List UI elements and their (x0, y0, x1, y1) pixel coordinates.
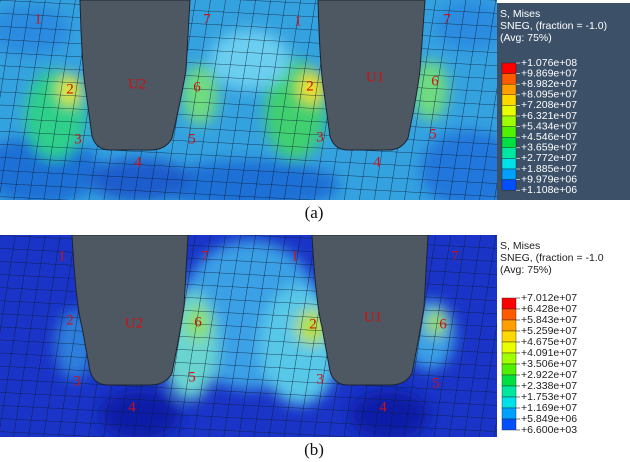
region-label: 4 (373, 154, 381, 170)
legend-value: +9.979e+06 (521, 173, 577, 185)
legend-swatch (501, 83, 517, 95)
region-label: 6 (193, 79, 201, 95)
legend-swatch (501, 297, 517, 310)
tooth (311, 235, 429, 386)
legend-box (497, 235, 630, 437)
region-label: 1 (291, 248, 299, 264)
region-label: 6 (439, 316, 447, 332)
legend-value: +6.321e+07 (521, 110, 577, 122)
tooth (71, 235, 189, 386)
legend-swatch (501, 126, 517, 138)
region-label: U1 (366, 69, 384, 85)
region-label: 4 (128, 399, 136, 415)
legend-value: +5.259e+07 (521, 325, 577, 337)
caption: (a) (305, 203, 324, 222)
region-label: U2 (128, 76, 146, 92)
region-label: 5 (188, 131, 196, 147)
region-label: 2 (306, 78, 314, 94)
region-label: 3 (74, 131, 82, 147)
legend-swatch (501, 308, 517, 321)
panel-a (0, 0, 497, 200)
region-label: 3 (73, 373, 81, 389)
legend-swatch (501, 330, 517, 343)
legend-swatch (501, 94, 517, 106)
legend-value: +1.108e+06 (521, 184, 577, 196)
region-label: 4 (379, 399, 387, 415)
region-label: 4 (134, 154, 142, 170)
legend-swatch (501, 136, 517, 148)
legend-value: +5.843e+07 (521, 314, 577, 326)
region-label: 7 (443, 11, 451, 27)
legend-title: (Avg: 75%) (500, 264, 552, 276)
region-label: 5 (429, 126, 437, 142)
legend-value: +8.982e+07 (521, 78, 577, 90)
legend-swatch (501, 105, 517, 117)
region-label: 7 (203, 11, 211, 27)
legend-swatch (501, 396, 517, 409)
legend-value: +5.434e+07 (521, 120, 577, 132)
region-label: 6 (431, 73, 439, 89)
legend-swatch (501, 115, 517, 127)
tooth (79, 0, 191, 151)
legend-swatch (501, 407, 517, 420)
legend-value: +1.169e+07 (521, 402, 577, 414)
region-label: 2 (66, 312, 74, 328)
legend-swatch (501, 319, 517, 332)
legend-swatch (501, 62, 517, 74)
legend-swatch (501, 158, 517, 170)
region-label: U1 (364, 309, 382, 325)
legend-value: +1.753e+07 (521, 391, 577, 403)
legend-swatch (501, 179, 517, 191)
legend-swatch (501, 147, 517, 159)
legend-value: +9.869e+07 (521, 67, 577, 79)
legend-value: +1.076e+08 (521, 57, 577, 69)
legend-swatch (501, 352, 517, 365)
region-label: 7 (451, 248, 459, 264)
legend-value: +6.600e+03 (521, 424, 577, 436)
legend-value: +3.659e+07 (521, 142, 577, 154)
region-label: 1 (58, 248, 66, 264)
region-label: 6 (194, 314, 202, 330)
region-label: 7 (201, 248, 209, 264)
region-label: 3 (316, 129, 324, 145)
legend-value: +5.849e+06 (521, 413, 577, 425)
region-label: 2 (309, 316, 317, 332)
legend-value: +2.772e+07 (521, 152, 577, 164)
legend-value: +1.885e+07 (521, 163, 577, 175)
legend-swatch (501, 168, 517, 180)
legend-value: +4.091e+07 (521, 347, 577, 359)
legend-swatch (501, 341, 517, 354)
region-label: 1 (294, 13, 302, 29)
legend-title: SNEG, (fraction = -1.0 (500, 252, 604, 264)
legend-value: +4.546e+07 (521, 131, 577, 143)
legend-value: +4.675e+07 (521, 336, 577, 348)
legend-value: +6.428e+07 (521, 303, 577, 315)
legend-swatch (501, 363, 517, 376)
legend-value: +7.208e+07 (521, 99, 577, 111)
region-label: 1 (34, 11, 42, 27)
legend-value: +3.506e+07 (521, 358, 577, 370)
legend-swatch (501, 374, 517, 387)
legend-title: SNEG, (fraction = -1.0) (500, 20, 607, 32)
legend-value: +8.095e+07 (521, 89, 577, 101)
region-label: U2 (125, 315, 143, 331)
legend-swatch (501, 385, 517, 398)
region-label: 5 (432, 375, 440, 391)
legend-swatch (501, 418, 517, 431)
legend-swatch (501, 73, 517, 85)
region-label: 2 (66, 81, 74, 97)
legend-title: S, Mises (500, 240, 540, 252)
legend-title: S, Mises (500, 8, 540, 20)
caption: (b) (304, 440, 324, 459)
region-label: 3 (316, 371, 324, 387)
panel-b (0, 235, 497, 437)
legend-title: (Avg: 75%) (500, 32, 552, 44)
legend-value: +2.922e+07 (521, 369, 577, 381)
tooth (317, 0, 426, 151)
region-label: 5 (188, 369, 196, 385)
legend-value: +7.012e+07 (521, 292, 577, 304)
legend-value: +2.338e+07 (521, 380, 577, 392)
legend-box (497, 3, 630, 200)
